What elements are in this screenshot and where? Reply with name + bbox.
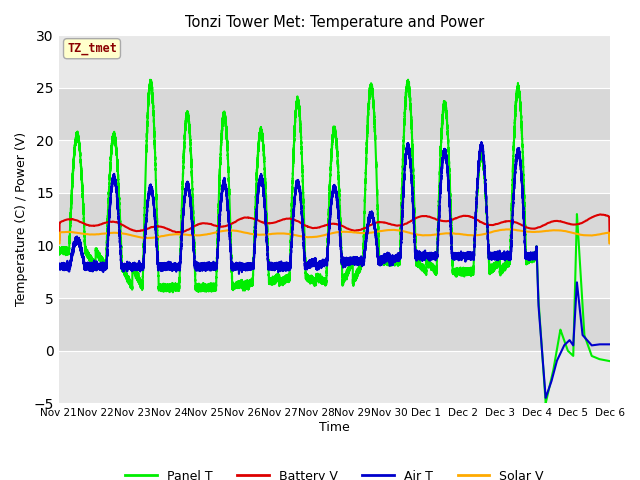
Air T [484,237,492,242]
Battery V [407,218,415,224]
Line: Battery V: Battery V [59,215,610,240]
Solar V [606,240,614,246]
Battery V [596,212,604,217]
Solar V [504,227,512,232]
Solar V [498,227,506,233]
Panel T [469,270,477,276]
Bar [59,298,610,351]
Solar V [55,240,63,246]
Solar V [506,227,513,232]
Air T [407,163,415,168]
Solar V [484,230,492,236]
Battery V [484,222,492,228]
Bar [59,193,610,246]
Panel T [484,236,492,242]
Line: Solar V: Solar V [59,229,610,243]
Air T [477,139,485,145]
Title: Tonzi Tower Met: Temperature and Power: Tonzi Tower Met: Temperature and Power [185,15,484,30]
Y-axis label: Temperature (C) / Power (V): Temperature (C) / Power (V) [15,132,28,306]
Battery V [606,238,614,243]
Panel T [407,106,415,112]
Bar [59,351,610,403]
Air T [84,262,92,267]
Bar [59,36,610,88]
Text: TZ_tmet: TZ_tmet [67,42,117,55]
Panel T [404,77,412,83]
Air T [498,253,506,259]
Battery V [469,215,477,221]
Legend: Panel T, Battery V, Air T, Solar V: Panel T, Battery V, Air T, Solar V [120,465,548,480]
Panel T [55,245,63,251]
Battery V [55,238,63,243]
Air T [55,265,63,271]
Battery V [498,219,506,225]
Bar [59,246,610,298]
Line: Air T: Air T [59,142,610,398]
Battery V [84,222,92,228]
Panel T [498,269,506,275]
Panel T [84,255,92,261]
Solar V [407,230,415,236]
Panel T [606,358,614,364]
Panel T [542,400,550,406]
Solar V [84,231,92,237]
Air T [506,252,513,258]
Battery V [506,218,513,224]
Bar [59,141,610,193]
X-axis label: Time: Time [319,421,350,434]
Air T [542,395,550,401]
Air T [469,252,477,258]
Bar [59,88,610,141]
Air T [606,341,614,347]
Solar V [469,232,477,238]
Line: Panel T: Panel T [59,80,610,403]
Panel T [506,260,513,265]
